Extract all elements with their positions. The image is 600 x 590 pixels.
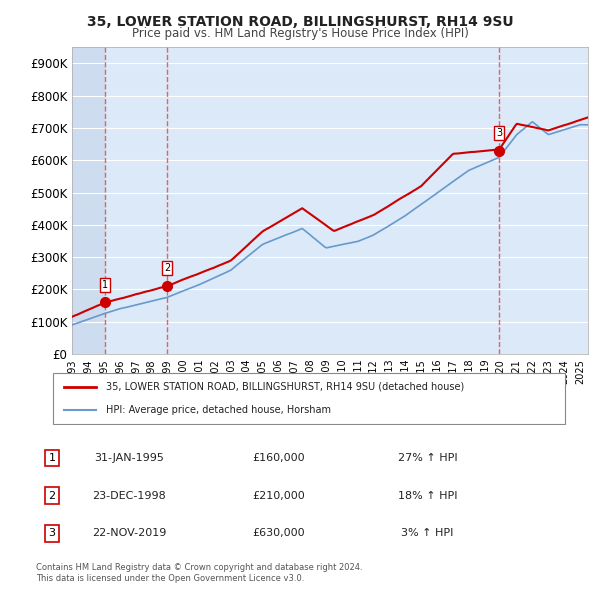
Text: 3: 3 xyxy=(49,529,56,538)
Text: £630,000: £630,000 xyxy=(252,529,305,538)
Text: 1: 1 xyxy=(49,453,56,463)
Text: 35, LOWER STATION ROAD, BILLINGSHURST, RH14 9SU (detached house): 35, LOWER STATION ROAD, BILLINGSHURST, R… xyxy=(106,382,464,392)
FancyBboxPatch shape xyxy=(72,47,588,354)
Text: 23-DEC-1998: 23-DEC-1998 xyxy=(92,491,166,500)
Text: £160,000: £160,000 xyxy=(252,453,305,463)
Text: 2: 2 xyxy=(49,491,56,500)
Text: Contains HM Land Registry data © Crown copyright and database right 2024.
This d: Contains HM Land Registry data © Crown c… xyxy=(36,563,362,583)
Text: 18% ↑ HPI: 18% ↑ HPI xyxy=(398,491,457,500)
Text: Price paid vs. HM Land Registry's House Price Index (HPI): Price paid vs. HM Land Registry's House … xyxy=(131,27,469,40)
Text: 3: 3 xyxy=(496,128,502,138)
Text: HPI: Average price, detached house, Horsham: HPI: Average price, detached house, Hors… xyxy=(106,405,331,415)
FancyBboxPatch shape xyxy=(53,373,565,424)
Text: 31-JAN-1995: 31-JAN-1995 xyxy=(94,453,164,463)
Text: 2: 2 xyxy=(164,263,170,273)
Text: 27% ↑ HPI: 27% ↑ HPI xyxy=(398,453,457,463)
FancyBboxPatch shape xyxy=(72,47,105,354)
Text: £210,000: £210,000 xyxy=(252,491,305,500)
Text: 35, LOWER STATION ROAD, BILLINGSHURST, RH14 9SU: 35, LOWER STATION ROAD, BILLINGSHURST, R… xyxy=(86,15,514,29)
Text: 22-NOV-2019: 22-NOV-2019 xyxy=(92,529,167,538)
Text: 1: 1 xyxy=(102,280,108,290)
Text: 3% ↑ HPI: 3% ↑ HPI xyxy=(401,529,454,538)
